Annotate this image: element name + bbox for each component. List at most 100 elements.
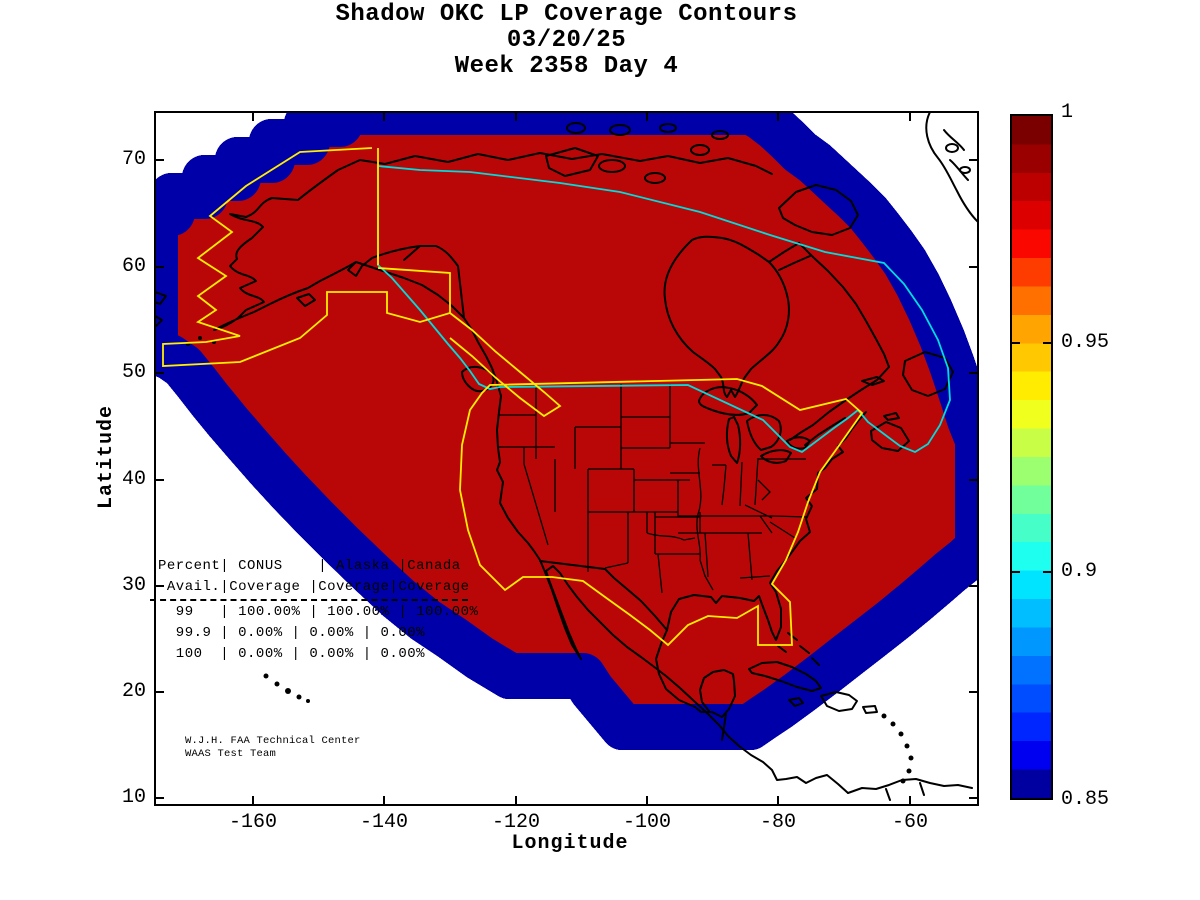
colorbar-tick-mark [1043,571,1051,573]
arctic-island [566,122,586,134]
lesser-antilles-island [906,768,912,774]
availability-table-header-1: Percent| CONUS | Alaska |Canada [158,558,461,574]
chart-title: Shadow OKC LP Coverage Contours [335,1,798,28]
x-tick-label: -60 [891,811,928,834]
axis-tick-marks [155,112,978,805]
availability-table-row: 99.9 | 0.00% | 0.00% | 0.00% [158,625,426,641]
availability-table: Percent| CONUS | Alaska |Canada Avail.|C… [158,556,478,665]
arctic-island [609,124,631,136]
lake-ontario [786,436,811,450]
credit-line-2: WAAS Test Team [185,748,277,760]
hudson-bay [663,235,790,398]
lake-erie [760,449,792,464]
puerto-rico [862,705,878,714]
table-divider-dashed-line [150,599,468,601]
chart-title-block: Shadow OKC LP Coverage Contours 03/20/25… [155,2,978,80]
y-tick-label: 60 [121,255,146,278]
colorbar-tick-mark [1012,342,1020,344]
y-axis-label: Latitude [95,405,118,510]
lesser-antilles-island [908,755,914,761]
availability-table-row: 99 | 100.00% | 100.00% | 100.00% [158,604,479,620]
chart-date: 03/20/25 [506,27,627,54]
lesser-antilles-island [890,721,896,727]
us-mexico-border [539,560,668,631]
hawaii-island [285,688,291,694]
y-tick-label: 20 [121,680,146,703]
state-borders [497,384,809,594]
x-tick-label: -100 [622,811,671,834]
cuba [748,661,822,692]
baffin-island [778,184,859,236]
st-lawrence-river [804,417,846,446]
credit-line-1: W.J.H. FAA Technical Center [185,735,361,747]
labrador-coast [789,242,890,441]
hawaii-island [296,694,302,700]
greenland-coast [925,113,977,223]
kodiak-island [296,293,316,307]
alaska-panhandle-coast [355,245,465,319]
island-dots [186,336,914,784]
aleutian-island [198,336,202,340]
canada-outline-cyan [377,165,951,454]
yucatan-coast [699,669,736,741]
nova-scotia [870,421,910,452]
prince-edward-island [883,412,900,421]
lesser-antilles-island [900,778,906,784]
colorbar-tick-label: 0.85 [1061,788,1110,811]
colorbar [1010,114,1053,800]
greenland-islet [945,143,959,153]
lesser-antilles-island [898,731,904,737]
hispaniola [820,691,858,712]
coastlines [156,113,977,801]
arctic-island [711,130,729,140]
newfoundland [902,351,954,397]
gulf-atlantic-coast [666,411,867,641]
lake-michigan [725,416,742,464]
x-tick-label: -140 [359,811,408,834]
y-tick-label: 30 [121,574,146,597]
coverage-region [156,113,977,750]
chart-week-day: Week 2358 Day 4 [454,53,679,80]
credit-text: W.J.H. FAA Technical Center WAAS Test Te… [185,735,361,761]
x-axis-label: Longitude [511,832,629,855]
greenland-islet [959,166,971,174]
colorbar-tick-label: 0.9 [1061,560,1098,583]
mexico-east-coast [655,629,723,718]
russia-chukotka-coast [156,291,167,327]
availability-table-row: 100 | 0.00% | 0.00% | 0.00% [158,646,426,662]
y-tick-label: 10 [121,786,146,809]
alaska-outline-yellow [162,147,562,418]
hawaii-island [263,673,269,679]
y-tick-label: 50 [121,361,146,384]
lesser-antilles-island [904,743,910,749]
hawaii-island [274,681,280,687]
victoria-island [545,147,599,177]
colorbar-tick-mark [1012,571,1020,573]
colorbar-tick-label: 1 [1061,101,1074,124]
hudson-strait [768,242,811,271]
arctic-island [598,159,626,173]
y-tick-label: 40 [121,468,146,491]
colorbar-tick-label: 0.95 [1061,331,1110,354]
alaska-coast [213,169,502,397]
x-tick-label: -160 [228,811,277,834]
availability-table-header-2: Avail.|Coverage |Coverage|Coverage [158,579,470,595]
arctic-coast [337,152,773,175]
plot-frame [154,111,979,806]
jamaica [788,697,804,707]
south-america-coast [847,778,973,801]
hawaii-island [306,699,310,703]
y-tick-label: 70 [121,148,146,171]
colorbar-tick-mark [1043,342,1051,344]
arctic-island [659,123,677,133]
lesser-antilles-island [881,713,887,719]
arctic-island [690,144,710,156]
arctic-island [644,172,666,184]
x-tick-label: -80 [759,811,796,834]
lake-superior [698,386,758,416]
anticosti-island [861,376,885,386]
x-tick-label: -120 [491,811,540,834]
pacific-coast [496,395,849,794]
